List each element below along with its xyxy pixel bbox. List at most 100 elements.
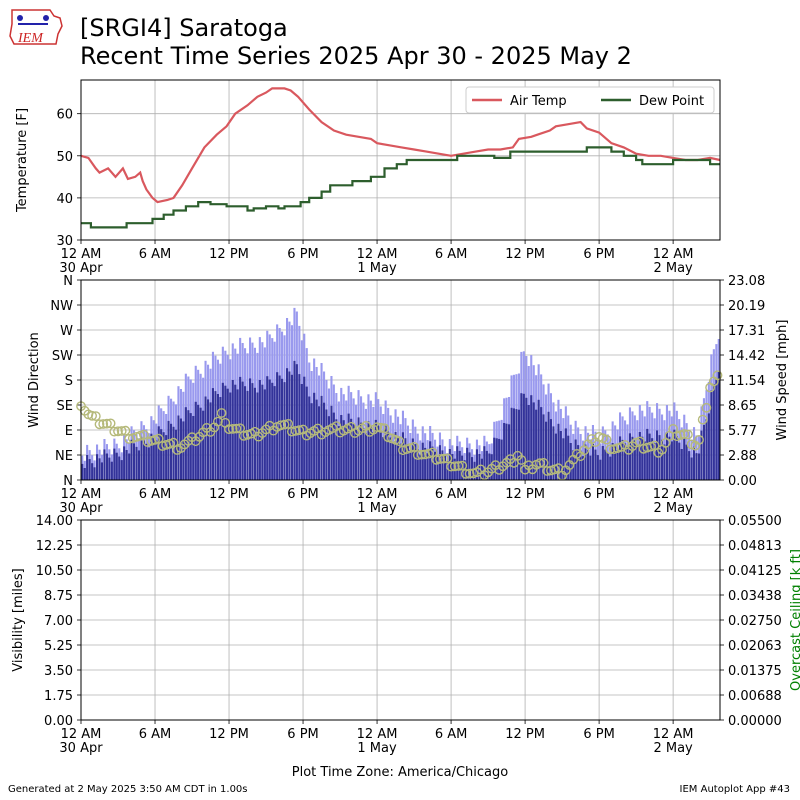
wind-speed-bar <box>209 402 212 480</box>
wind-direction-point <box>516 455 527 465</box>
wind-speed-bar <box>288 371 291 480</box>
wind-speed-bar <box>473 461 476 480</box>
wind-speed-bar <box>357 417 360 480</box>
wind-speed-bar <box>665 432 668 480</box>
wind-direction-point <box>694 434 704 445</box>
x-tick-label: 12 PM <box>209 727 249 742</box>
wind-speed-bar <box>263 389 266 480</box>
wind-speed-bar <box>717 371 720 480</box>
y-axis-label: Temperature [F] <box>15 108 30 213</box>
visibility-tick-label: 10.50 <box>36 564 73 579</box>
wind-speed-bar <box>135 446 138 480</box>
wind-direction-point <box>446 461 456 472</box>
x-tick-label: 12 PM <box>505 487 545 502</box>
wind-speed-bar <box>522 393 525 480</box>
wind-speed-bar <box>485 450 488 480</box>
wind-direction-point <box>275 420 286 431</box>
wind-speed-bar <box>480 458 483 480</box>
direction-tick-label: N <box>63 274 73 289</box>
wind-speed-bar <box>384 425 387 480</box>
ceiling-tick-label: 0.05500 <box>728 514 782 529</box>
wind-speed-bar <box>636 444 639 480</box>
chart-subtitle: Recent Time Series 2025 Apr 30 - 2025 Ma… <box>80 42 632 70</box>
wind-speed-bar <box>174 429 177 480</box>
wind-speed-bar <box>387 431 390 480</box>
visibility-tick-label: 5.25 <box>44 639 73 654</box>
wind-speed-bar <box>256 392 259 480</box>
wind-speed-bar <box>130 439 133 480</box>
wind-speed-bar <box>542 414 545 480</box>
dew-point-line <box>81 146 720 229</box>
wind-speed-bar <box>96 454 99 480</box>
wind-speed-bar <box>638 432 641 480</box>
wind-speed-bar <box>683 438 686 480</box>
logo-text: IEM <box>17 31 44 46</box>
wind-speed-bar <box>715 378 718 480</box>
wind-speed-bar <box>547 411 550 480</box>
wind-speed-bar <box>493 437 496 480</box>
wind-speed-bar <box>194 401 197 480</box>
wind-speed-bar <box>668 436 671 480</box>
wind-speed-bar <box>685 444 688 480</box>
wind-direction-point <box>542 466 553 476</box>
wind-speed-bar <box>549 419 552 480</box>
wind-speed-bar <box>318 406 321 480</box>
wind-direction-point <box>224 424 234 435</box>
wind-speed-bar <box>510 407 513 480</box>
wind-speed-bar <box>698 453 701 480</box>
wind-speed-bar <box>342 420 345 480</box>
wind-direction-point <box>701 402 712 413</box>
wind-speed-bar <box>658 435 661 480</box>
wind-speed-bar <box>596 455 599 480</box>
wind-direction-point <box>442 453 453 464</box>
wind-direction-point <box>94 419 105 430</box>
y2-axis-label: Overcast Ceiling [k ft] <box>789 549 800 691</box>
wind-speed-bar <box>478 454 481 480</box>
wind-speed-bar <box>680 449 683 480</box>
x-tick-label: 6 PM <box>287 487 318 502</box>
wind-speed-bar <box>118 456 121 480</box>
wind-speed-bar <box>303 376 306 480</box>
speed-tick-label: 2.88 <box>728 449 757 464</box>
wind-speed-bar <box>451 454 454 480</box>
wind-speed-bar <box>710 390 713 480</box>
wind-speed-bar <box>300 384 303 480</box>
wind-speed-bar <box>105 453 108 480</box>
wind-speed-bar <box>540 407 543 480</box>
wind-speed-bar <box>512 408 515 480</box>
x-tick-label: 12 AM <box>653 247 694 262</box>
wind-speed-bar <box>611 443 614 480</box>
wind-speed-bar <box>332 412 335 480</box>
wind-speed-bar <box>224 385 227 480</box>
x-date-label: 30 Apr <box>59 501 103 516</box>
wind-speed-bar <box>601 446 604 480</box>
direction-tick-label: NW <box>50 299 73 314</box>
wind-direction-point <box>102 418 112 429</box>
wind-speed-bar <box>170 423 173 480</box>
wind-speed-bar <box>503 423 506 480</box>
x-tick-label: 12 AM <box>357 247 398 262</box>
y-tick-label: 40 <box>56 192 73 207</box>
wind-speed-bar <box>587 450 590 480</box>
wind-speed-bar <box>313 392 316 480</box>
wind-direction-point <box>464 468 475 479</box>
wind-speed-bar <box>364 433 367 480</box>
wind-speed-bar <box>86 455 89 480</box>
wind-speed-bar <box>552 426 555 480</box>
chart-title: [SRGI4] Saratoga <box>80 14 288 42</box>
visibility-tick-label: 12.25 <box>36 539 73 554</box>
wind-speed-bar <box>414 444 417 480</box>
wind-speed-bar <box>310 403 313 480</box>
wind-direction-point <box>294 425 305 436</box>
wind-speed-bar <box>165 435 168 480</box>
wind-speed-bar <box>374 419 377 480</box>
x-tick-label: 12 PM <box>209 487 249 502</box>
wind-speed-bar <box>500 439 503 480</box>
ceiling-tick-label: 0.01375 <box>728 664 782 679</box>
wind-speed-bar <box>520 393 523 480</box>
wind-speed-bar <box>327 416 330 480</box>
wind-direction-point <box>105 418 116 429</box>
ceiling-tick-label: 0.03438 <box>728 589 782 604</box>
wind-direction-point <box>435 454 445 464</box>
